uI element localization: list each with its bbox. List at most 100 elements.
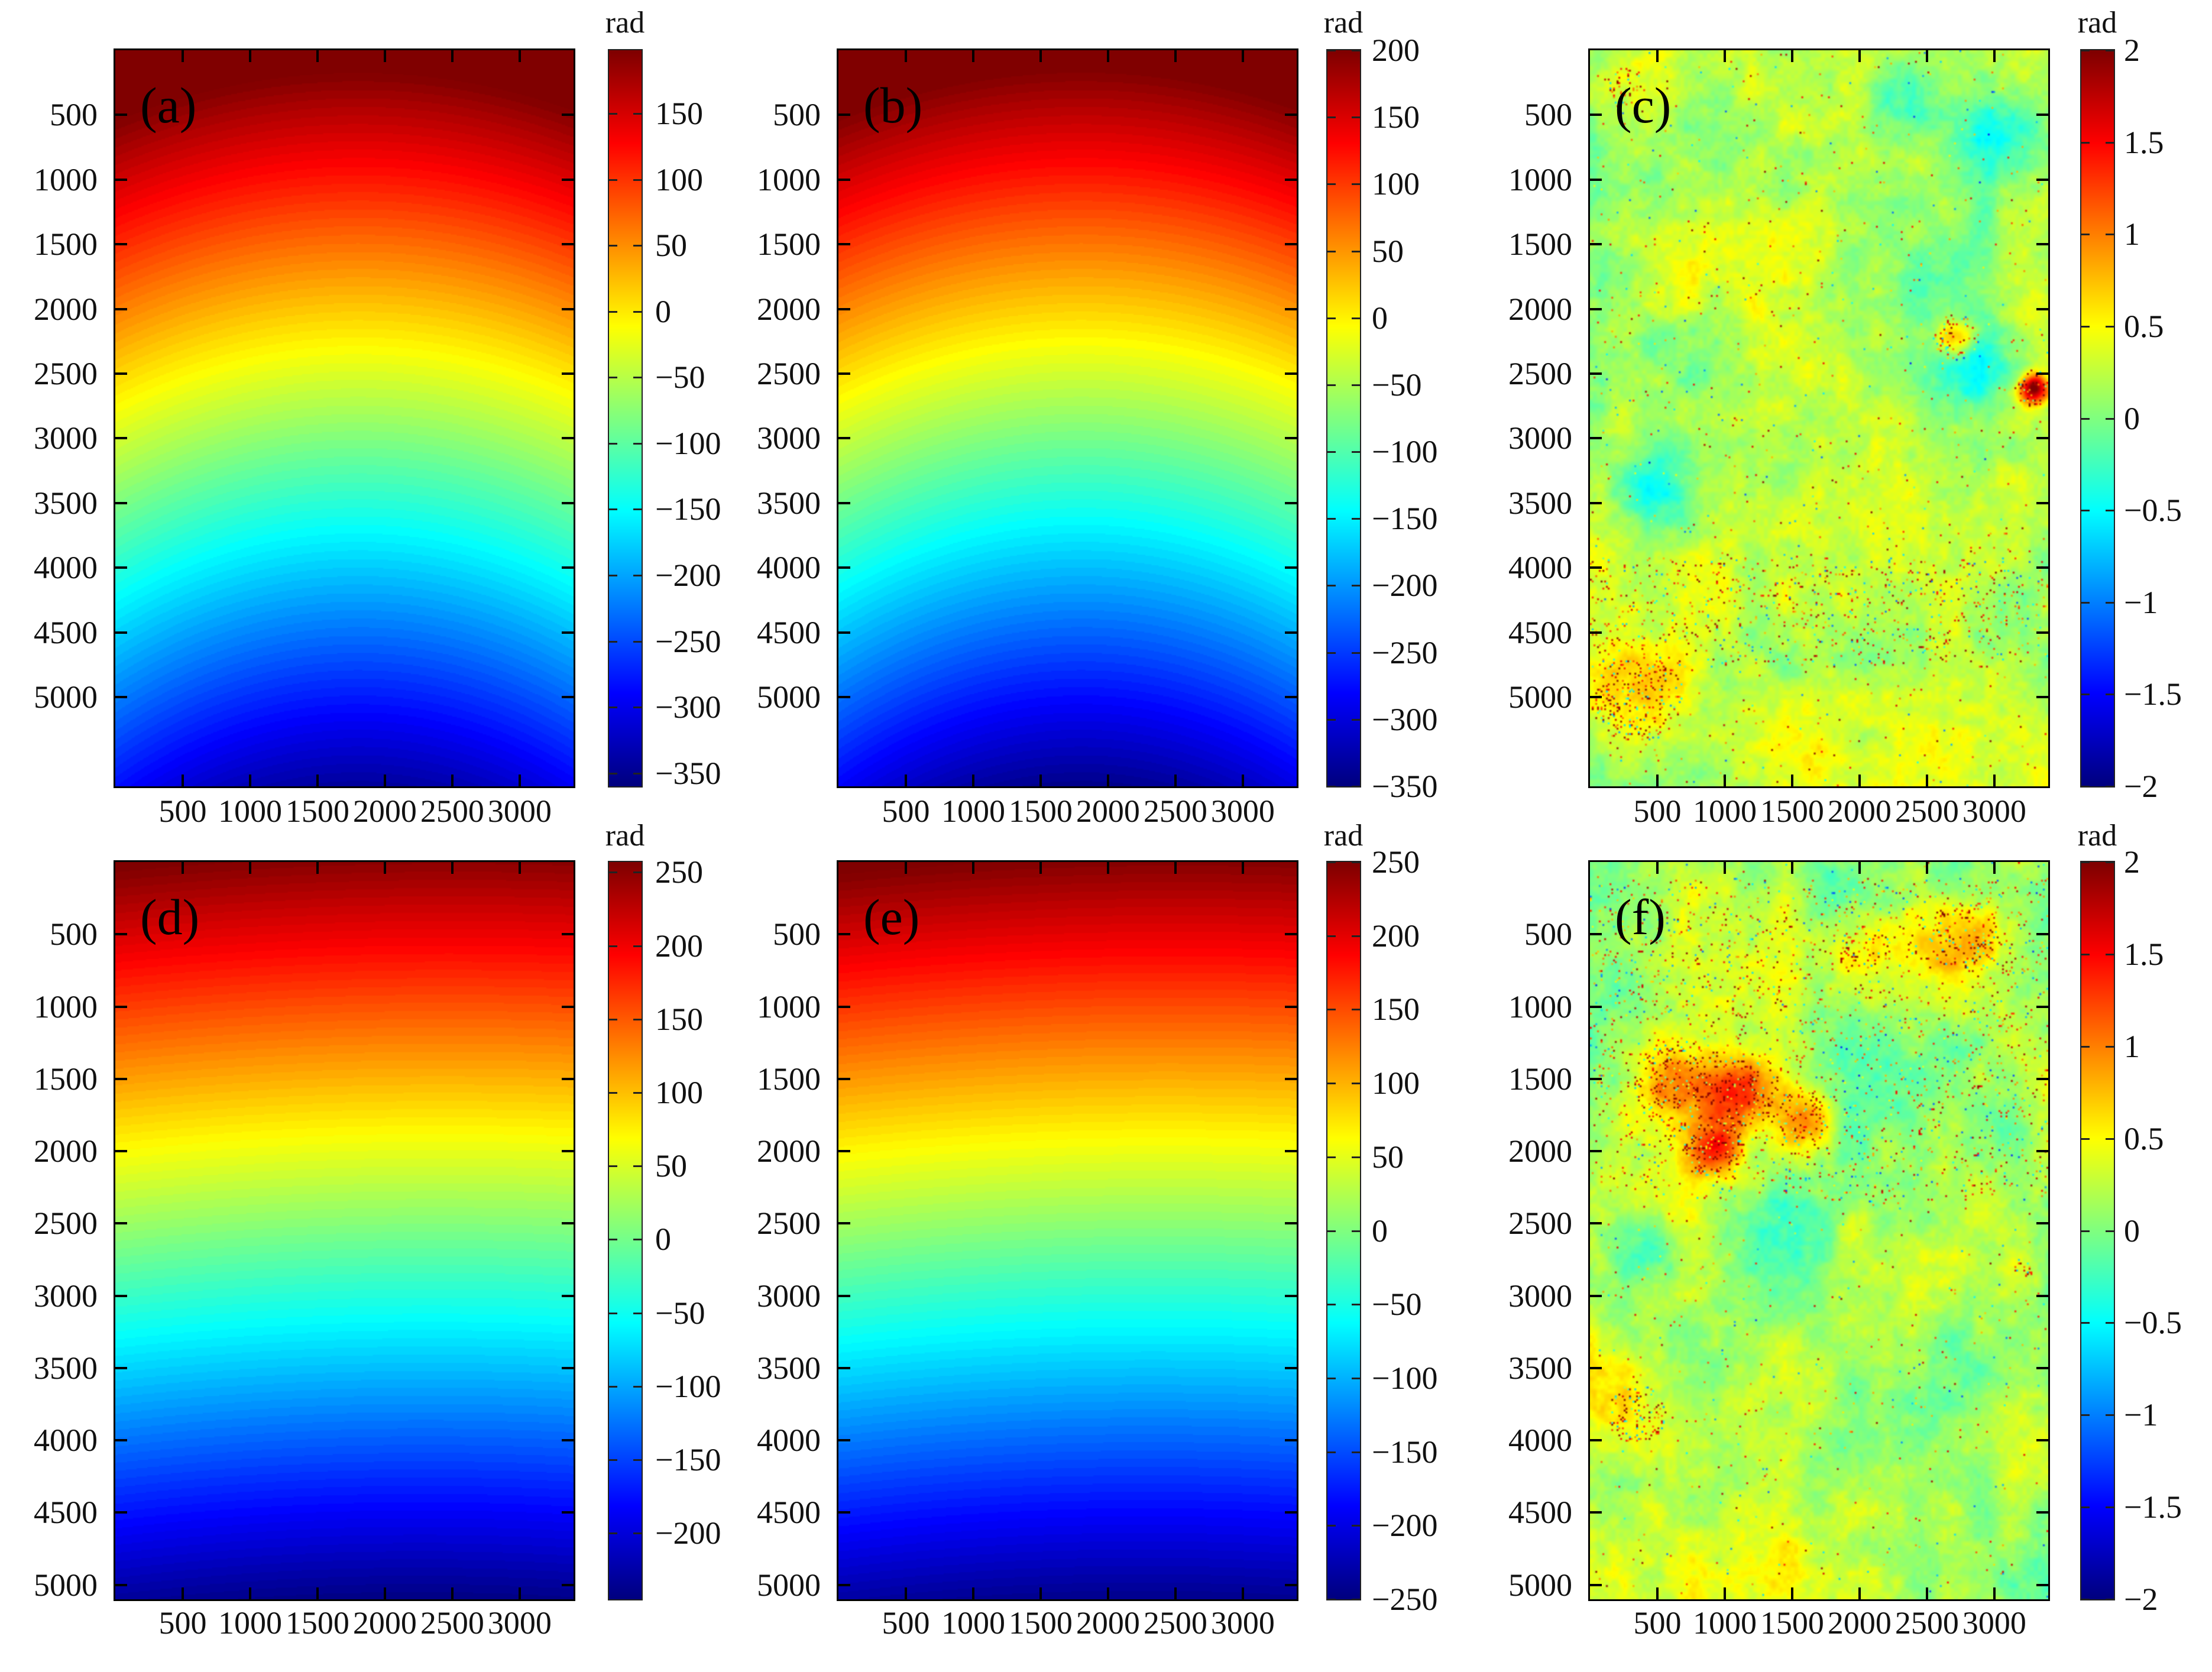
y-tick-label: 1500 [757,1061,821,1097]
colorbar-tick-label: 0.5 [2124,1120,2164,1156]
colorbar-canvas-a [609,50,642,786]
y-tick-mark [1590,372,1602,375]
y-tick-mark [1590,1439,1602,1442]
colorbar-tick-label: −2 [2124,769,2158,804]
y-tick-label: 1000 [34,989,98,1025]
x-tick-mark [1174,862,1177,874]
y-tick-mark [115,243,127,246]
colorbar-tick-mark [633,945,642,947]
colorbar-tick-mark [1327,384,1336,386]
colorbar-tick-label: −250 [1372,1582,1438,1617]
colorbar-tick-mark [2081,1599,2090,1600]
colorbar-tick-mark [609,1239,617,1241]
y-tick-label: 4000 [1508,550,1572,586]
x-tick-label: 2500 [1894,1605,1959,1641]
colorbar-tick-mark [633,508,642,511]
y-tick-label: 1000 [757,989,821,1025]
x-tick-mark [904,50,907,62]
colorbar-tick-mark [633,772,642,775]
panel-letter-d: (d) [140,889,200,945]
x-tick-mark [1241,1587,1244,1599]
colorbar-tick-label: 2 [2124,844,2140,880]
y-tick-label: 2500 [1508,356,1572,391]
y-tick-mark [115,1439,127,1442]
colorbar-tick-mark [633,1091,642,1094]
colorbar-tick-mark [633,113,642,115]
x-tick-label: 1500 [1008,793,1073,829]
colorbar-unit-label: rad [1323,6,1364,40]
y-tick-mark [1285,631,1297,634]
colorbar-tick-label: −0.5 [2124,1305,2182,1341]
y-tick-mark [2036,307,2048,310]
x-tick-mark [1925,1587,1928,1599]
colorbar-tick-mark [2106,1414,2114,1417]
colorbar-tick-mark [2081,1414,2090,1417]
panel-letter-b: (b) [863,77,923,134]
colorbar-tick-mark [1327,518,1336,520]
x-tick-mark [383,775,386,786]
x-tick-label: 1000 [218,1605,282,1641]
y-tick-mark [115,307,127,310]
y-tick-label: 4500 [757,1495,821,1531]
colorbar-d [608,861,643,1600]
y-tick-mark [1285,1077,1297,1080]
y-tick-mark [562,372,574,375]
colorbar-tick-mark [1352,786,1360,788]
colorbar-tick-mark [1327,1230,1336,1232]
y-tick-mark [562,933,574,936]
y-tick-mark [838,114,850,116]
x-tick-mark [383,50,386,62]
colorbar-tick-mark [1352,183,1360,186]
colorbar-tick-mark [2106,1599,2114,1600]
colorbar-c [2080,49,2115,788]
colorbar-tick-mark [633,707,642,709]
colorbar-tick-label: 0 [1372,300,1388,336]
y-tick-mark [838,501,850,504]
colorbar-e [1326,861,1361,1600]
x-tick-mark [1993,1587,1996,1599]
colorbar-tick-mark [609,772,617,775]
x-tick-label: 2000 [352,1605,417,1641]
y-tick-label: 3000 [757,1278,821,1314]
x-tick-mark [1656,1587,1659,1599]
colorbar-unit-label: rad [605,819,645,853]
x-tick-label: 1000 [1692,793,1757,829]
y-tick-mark [1285,437,1297,440]
x-tick-mark [1925,50,1928,62]
colorbar-tick-mark [1327,1525,1336,1527]
x-tick-mark [971,50,974,62]
x-tick-label: 2000 [352,793,417,829]
colorbar-tick-label: 0 [2124,1213,2140,1249]
y-tick-mark [1285,1222,1297,1225]
y-tick-mark [115,933,127,936]
y-tick-mark [115,631,127,634]
y-tick-mark [562,1222,574,1225]
y-tick-mark [1590,1150,1602,1153]
x-tick-mark [1241,862,1244,874]
y-tick-mark [1590,696,1602,699]
colorbar-tick-mark [633,245,642,247]
colorbar-tick-mark [2106,141,2114,144]
x-tick-label: 500 [158,793,207,829]
colorbar-tick-mark [1352,1009,1360,1011]
y-tick-label: 3500 [1508,1350,1572,1386]
colorbar-tick-mark [1352,652,1360,654]
x-tick-mark [451,1587,454,1599]
y-tick-mark [1590,307,1602,310]
panel-letter-e: (e) [863,889,920,945]
heatmap-canvas-e [838,862,1297,1599]
x-tick-label: 2500 [1143,1605,1207,1641]
colorbar-tick-mark [609,1385,617,1388]
y-tick-label: 2000 [757,1133,821,1169]
y-tick-label: 5000 [34,679,98,715]
colorbar-tick-label: −1 [2124,1397,2158,1433]
colorbar-tick-mark [633,1385,642,1388]
y-tick-mark [115,114,127,116]
y-tick-label: 2500 [757,1206,821,1242]
y-tick-mark [838,696,850,699]
colorbar-tick-mark [609,1165,617,1168]
colorbar-tick-label: 0 [2124,400,2140,436]
y-tick-label: 4500 [1508,614,1572,650]
heatmap-canvas-f [1590,862,2048,1599]
colorbar-tick-mark [2081,417,2090,420]
